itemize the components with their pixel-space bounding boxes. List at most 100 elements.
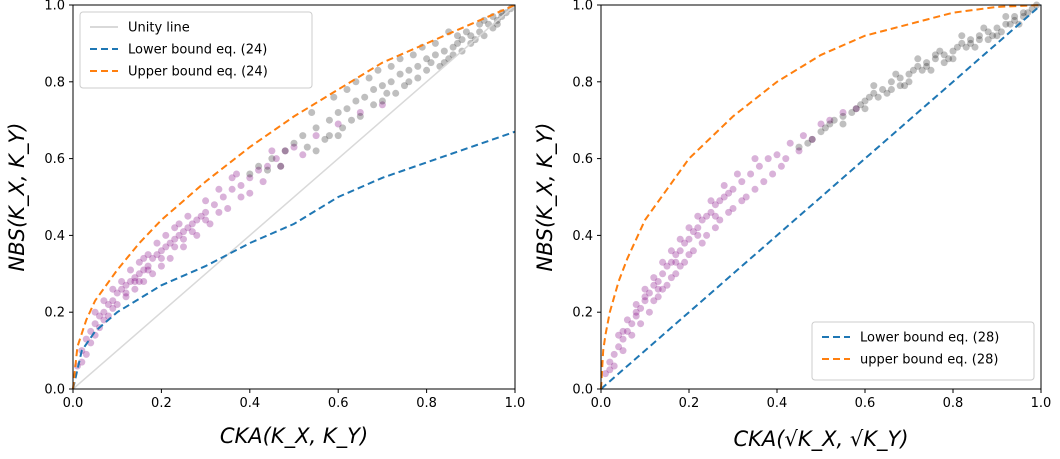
scatter-point xyxy=(396,70,404,78)
scatter-point xyxy=(303,143,311,151)
scatter-point xyxy=(171,235,179,243)
scatter-point xyxy=(883,89,891,97)
scatter-point xyxy=(901,82,909,90)
scatter-point xyxy=(109,285,117,293)
chart-right-legend: Lower bound eq. (28) upper bound eq. (28) xyxy=(811,321,1035,381)
scatter-point xyxy=(312,147,320,155)
scatter-point xyxy=(606,366,614,374)
scatter-point xyxy=(255,166,263,174)
y-tick-label: 0.0 xyxy=(44,383,65,398)
scatter-point xyxy=(918,66,926,74)
scatter-point xyxy=(685,235,693,243)
scatter-point xyxy=(707,197,715,205)
scatter-point xyxy=(396,55,404,63)
scatter-point xyxy=(725,208,733,216)
legend-label: upper bound eq. (28) xyxy=(860,353,999,368)
scatter-point xyxy=(760,178,768,186)
scatter-point xyxy=(931,55,939,63)
scatter-point xyxy=(91,320,99,328)
scatter-point xyxy=(839,120,847,128)
scatter-point xyxy=(949,47,957,55)
chart-left-ticks: 0.0 0.2 0.4 0.6 0.8 1.0 0.0 0.2 0.4 0.6 0.8 1.0 xyxy=(44,0,525,411)
series-line-1 xyxy=(600,4,1042,390)
scatter-point xyxy=(685,224,693,232)
scatter-point xyxy=(356,112,364,120)
chart-left: 0.0 0.2 0.4 0.6 0.8 1.0 0.0 0.2 0.4 0.6 0.8 1.0 CKA… xyxy=(5,0,525,449)
y-tick-label: 1.0 xyxy=(44,0,65,14)
y-tick-label: 0.4 xyxy=(572,229,593,244)
scatter-point xyxy=(175,220,183,228)
scatter-point xyxy=(228,174,236,182)
scatter-point xyxy=(202,208,210,216)
scatter-point xyxy=(729,185,737,193)
scatter-point xyxy=(272,155,280,163)
scatter-point xyxy=(940,51,948,59)
scatter-point xyxy=(348,116,355,124)
scatter-point xyxy=(184,224,192,232)
scatter-point xyxy=(206,220,214,228)
x-tick-label: 0.8 xyxy=(416,396,437,411)
scatter-point xyxy=(645,308,653,316)
scatter-point xyxy=(255,162,263,170)
scatter-point xyxy=(299,151,307,159)
x-tick-label: 0.2 xyxy=(679,396,700,411)
scatter-point xyxy=(343,105,351,113)
scatter-point xyxy=(224,205,232,212)
scatter-point xyxy=(703,231,711,239)
scatter-point xyxy=(949,55,957,63)
scatter-point xyxy=(659,258,667,266)
scatter-point xyxy=(830,116,838,124)
y-tick-label: 0.6 xyxy=(44,152,65,167)
scatter-point xyxy=(361,93,369,101)
scatter-point xyxy=(909,66,917,74)
scatter-point xyxy=(122,293,130,301)
scatter-point xyxy=(228,185,236,193)
scatter-point xyxy=(356,109,364,116)
scatter-point xyxy=(923,62,931,70)
chart-right-points xyxy=(601,1,1041,378)
scatter-point xyxy=(782,155,790,163)
x-tick-label: 0.4 xyxy=(767,396,788,411)
scatter-point xyxy=(339,124,347,132)
scatter-point xyxy=(149,254,157,262)
chart-right-frame xyxy=(600,4,1042,390)
scatter-point xyxy=(839,112,847,120)
scatter-point xyxy=(808,135,816,143)
scatter-point xyxy=(808,135,816,143)
scatter-point xyxy=(769,170,777,178)
scatter-point xyxy=(423,55,431,63)
scatter-point xyxy=(672,270,680,278)
scatter-point xyxy=(140,278,148,285)
scatter-point xyxy=(414,74,422,82)
scatter-point xyxy=(135,270,143,278)
scatter-point xyxy=(764,155,772,163)
series-line-0 xyxy=(72,4,516,390)
scatter-point xyxy=(100,308,108,316)
scatter-point xyxy=(993,32,1001,40)
scatter-point xyxy=(431,51,439,59)
scatter-point xyxy=(839,109,847,116)
scatter-point xyxy=(157,254,165,262)
scatter-point xyxy=(383,89,391,97)
scatter-point xyxy=(857,101,865,109)
x-tick-label: 1.0 xyxy=(1031,396,1052,411)
scatter-point xyxy=(215,185,223,193)
scatter-point xyxy=(799,132,807,140)
scatter-point xyxy=(277,162,285,170)
scatter-point xyxy=(281,147,289,155)
scatter-point xyxy=(210,201,218,209)
scatter-point xyxy=(914,62,922,70)
scatter-point xyxy=(989,32,997,40)
scatter-point xyxy=(104,301,112,308)
scatter-point xyxy=(641,293,649,301)
scatter-point xyxy=(188,220,196,228)
scatter-point xyxy=(405,66,413,74)
scatter-point xyxy=(773,151,781,159)
scatter-point xyxy=(852,105,860,113)
x-tick-label: 0.2 xyxy=(151,396,172,411)
scatter-point xyxy=(325,116,333,124)
scatter-point xyxy=(82,350,90,358)
scatter-point xyxy=(334,132,342,140)
scatter-point xyxy=(905,70,913,78)
